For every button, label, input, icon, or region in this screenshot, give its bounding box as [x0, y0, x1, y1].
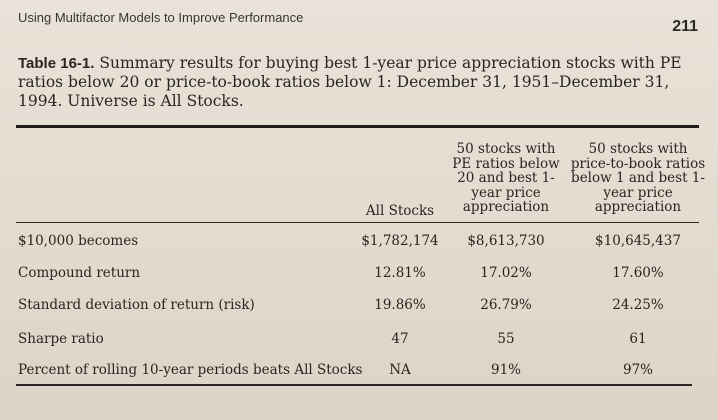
row-label-rolling-periods: Percent of rolling 10-year periods beats… — [18, 362, 363, 378]
table-cell: 55 — [497, 331, 515, 347]
table-cell: $8,613,730 — [467, 233, 545, 249]
table-cell: 17.02% — [480, 265, 532, 281]
column-header-pb-below-1: 50 stocks with price-to-book ratios belo… — [570, 141, 706, 215]
table-cell: 17.60% — [612, 265, 664, 281]
row-label-compound-return: Compound return — [18, 265, 141, 281]
table-cell: 12.81% — [374, 265, 426, 281]
table-cell: $10,645,437 — [595, 233, 681, 249]
header-rule — [16, 222, 699, 223]
table-cell: 19.86% — [374, 297, 426, 313]
running-head: Using Multifactor Models to Improve Perf… — [18, 10, 304, 25]
page-number: 211 — [672, 18, 698, 35]
table-cell: 61 — [629, 331, 647, 347]
table-cell: 97% — [622, 362, 653, 378]
table-cell: NA — [389, 362, 411, 378]
table-cell: 91% — [490, 362, 521, 378]
table-caption-text: Summary results for buying best 1-year p… — [18, 54, 682, 110]
row-label-sharpe-ratio: Sharpe ratio — [18, 331, 104, 347]
table-cell: 26.79% — [480, 297, 532, 313]
column-header-pe-below-20: 50 stocks with PE ratios below 20 and be… — [452, 141, 560, 215]
row-label-standard-deviation: Standard deviation of return (risk) — [18, 297, 255, 313]
table-cell: 24.25% — [612, 297, 664, 313]
table-cell: 47 — [391, 331, 409, 347]
table-caption: Table 16-1. Summary results for buying b… — [18, 54, 698, 111]
row-label-10000-becomes: $10,000 becomes — [18, 233, 139, 249]
column-header-all-stocks: All Stocks — [365, 203, 435, 219]
table-cell: $1,782,174 — [361, 233, 439, 249]
table-top-rule — [16, 125, 699, 128]
table-caption-label: Table 16-1. — [18, 55, 95, 72]
table-bottom-rule — [16, 384, 692, 386]
